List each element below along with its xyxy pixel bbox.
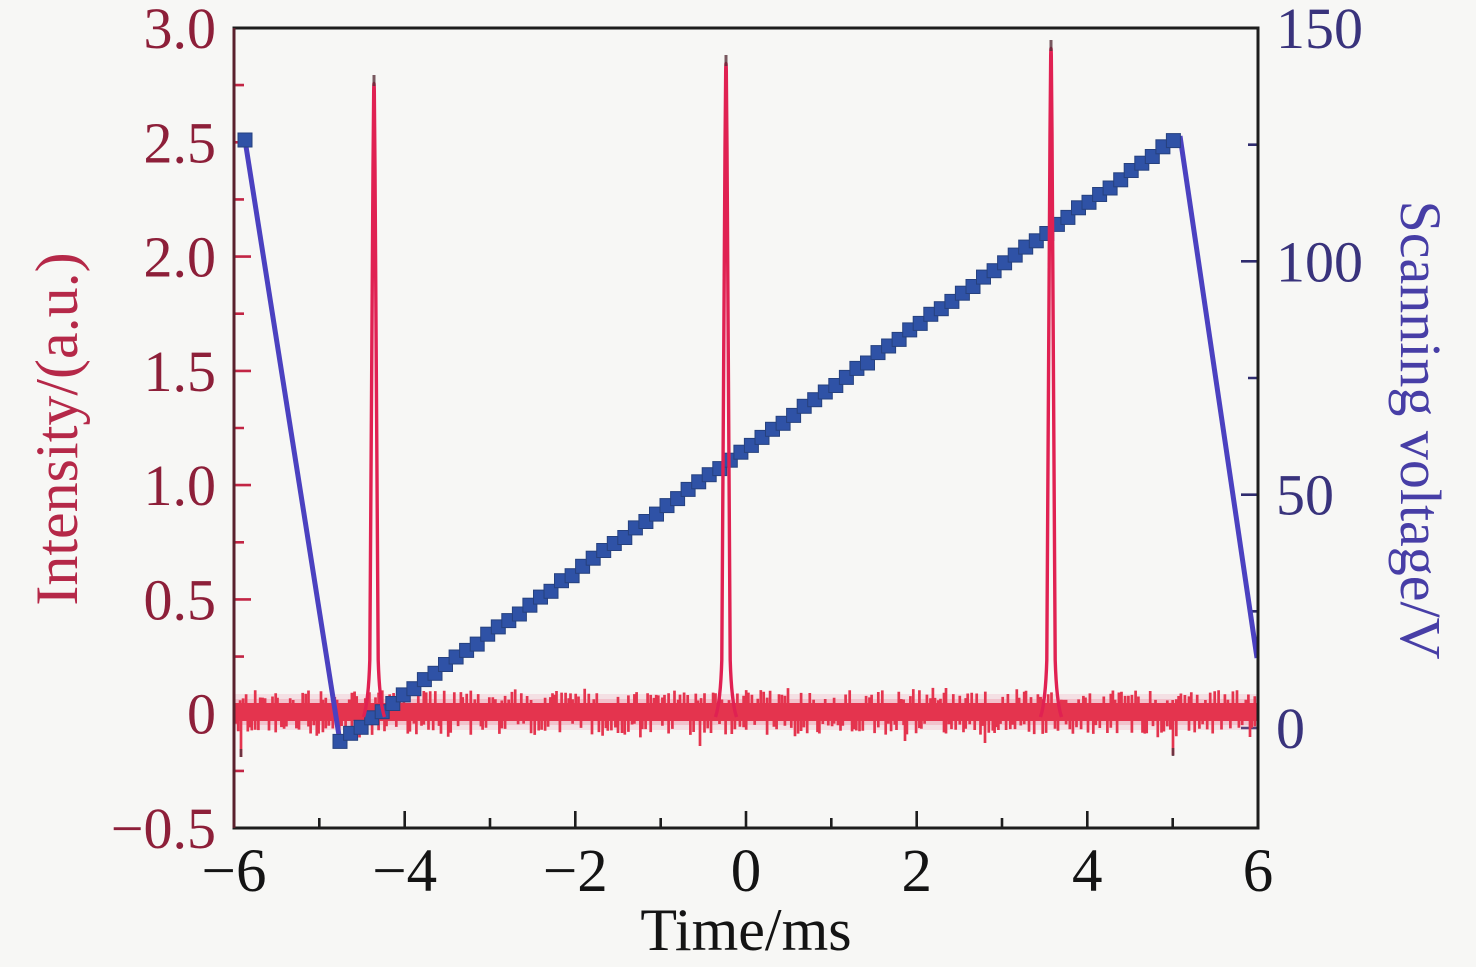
svg-text:0: 0 bbox=[731, 838, 762, 905]
svg-text:2.0: 2.0 bbox=[144, 225, 217, 290]
svg-text:−0.5: −0.5 bbox=[111, 796, 216, 861]
svg-text:Intensity/(a.u.): Intensity/(a.u.) bbox=[24, 252, 90, 605]
svg-text:2.5: 2.5 bbox=[144, 110, 217, 175]
svg-text:Scanning voltage/V: Scanning voltage/V bbox=[1388, 200, 1453, 659]
svg-text:−4: −4 bbox=[372, 838, 437, 905]
svg-text:1.0: 1.0 bbox=[144, 453, 217, 518]
svg-text:100: 100 bbox=[1276, 229, 1363, 294]
svg-text:150: 150 bbox=[1276, 0, 1363, 61]
svg-text:0.5: 0.5 bbox=[144, 567, 217, 632]
svg-text:−2: −2 bbox=[543, 838, 608, 905]
svg-text:Time/ms: Time/ms bbox=[640, 897, 851, 963]
svg-text:6: 6 bbox=[1243, 838, 1274, 905]
svg-text:50: 50 bbox=[1276, 463, 1334, 528]
svg-text:0: 0 bbox=[187, 682, 216, 747]
svg-text:1.5: 1.5 bbox=[144, 339, 217, 404]
svg-text:0: 0 bbox=[1276, 696, 1305, 761]
svg-text:2: 2 bbox=[901, 838, 932, 905]
svg-text:4: 4 bbox=[1072, 838, 1103, 905]
svg-text:3.0: 3.0 bbox=[144, 0, 217, 61]
svg-text:−6: −6 bbox=[202, 838, 267, 905]
